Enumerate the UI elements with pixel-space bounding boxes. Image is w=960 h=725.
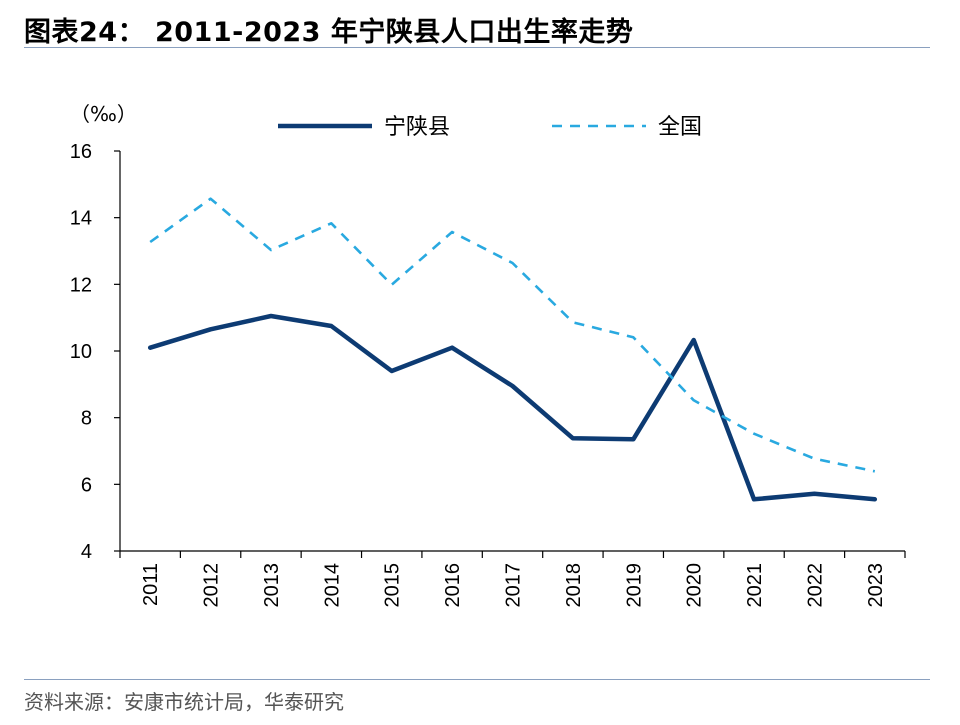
x-tick-label: 2022 xyxy=(804,563,826,608)
x-tick-label: 2023 xyxy=(865,563,887,608)
y-tick-label: 6 xyxy=(81,474,92,496)
series-line-全国 xyxy=(149,197,876,473)
axes: 4 6 8 10 12 14 16 2011 2012 2013 2014 2015 2016 2017 2… xyxy=(70,141,906,608)
legend-label: 宁陕县 xyxy=(384,115,450,140)
y-tick-label: 4 xyxy=(81,541,92,563)
source-note: 资料来源：安康市统计局，华泰研究 xyxy=(24,690,344,714)
footer-divider xyxy=(24,679,930,680)
line-chart: 4 6 8 10 12 14 16 2011 2012 2013 2014 2015 2016 2017 2… xyxy=(70,102,906,608)
y-axis-unit: （‰） xyxy=(70,102,137,126)
y-tick-label: 8 xyxy=(81,408,92,430)
y-tick-label: 10 xyxy=(70,341,92,363)
title-divider xyxy=(24,47,930,48)
x-tick-label: 2014 xyxy=(321,563,343,608)
x-tick-label: 2019 xyxy=(623,563,645,608)
legend: 宁陕县 全国 xyxy=(278,115,702,140)
x-tick-label: 2021 xyxy=(744,563,766,608)
x-tick-label: 2013 xyxy=(261,563,283,608)
x-tick-label: 2012 xyxy=(201,563,223,608)
x-tick-label: 2011 xyxy=(140,563,162,606)
x-tick-label: 2016 xyxy=(442,563,464,608)
x-tick-label: 2018 xyxy=(563,563,585,608)
x-tick-label: 2020 xyxy=(684,563,706,608)
y-tick-label: 14 xyxy=(70,208,92,230)
legend-label: 全国 xyxy=(658,115,702,140)
y-tick-label: 16 xyxy=(70,141,92,163)
chart-title: 图表24： 2011-2023 年宁陕县人口出生率走势 xyxy=(24,17,634,48)
x-tick-label: 2017 xyxy=(503,563,525,608)
series-layer xyxy=(147,197,878,502)
series-line-宁陕县 xyxy=(147,313,878,502)
y-tick-label: 12 xyxy=(70,274,92,296)
x-tick-label: 2015 xyxy=(382,563,404,608)
